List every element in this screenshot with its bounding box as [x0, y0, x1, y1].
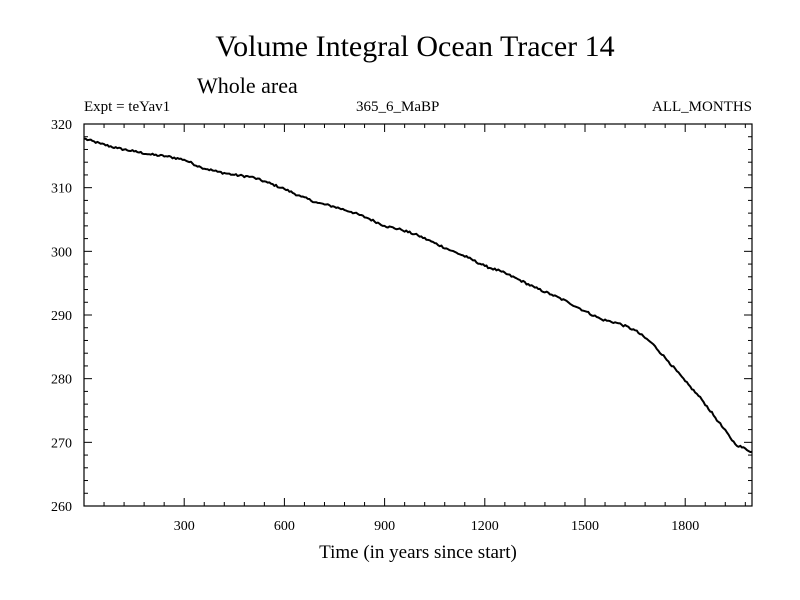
y-tick-label: 300	[51, 245, 72, 260]
experiment-label: Expt = teYav1	[84, 99, 170, 115]
y-tick-label: 270	[51, 436, 72, 451]
y-tick-label: 260	[51, 500, 72, 515]
chart-title: Volume Integral Ocean Tracer 14	[215, 30, 614, 63]
x-tick-label: 600	[274, 519, 295, 534]
chart-subtitle: Whole area	[197, 73, 298, 98]
x-tick-label: 300	[174, 519, 195, 534]
y-tick-label: 320	[51, 118, 72, 133]
x-axis-ticks: 300 600 900 1200 1500 1800	[103, 124, 746, 534]
y-tick-label: 310	[51, 182, 72, 197]
plot-frame	[83, 123, 753, 507]
series-line	[83, 137, 753, 453]
y-axis-ticks: 260 270 280 290 300 310 320	[51, 118, 752, 515]
x-tick-label: 1200	[471, 519, 499, 534]
x-axis-label: Time (in years since start)	[319, 542, 517, 563]
x-tick-label: 1800	[671, 519, 699, 534]
run-label: 365_6_MaBP	[356, 99, 439, 115]
y-tick-label: 290	[51, 309, 72, 324]
x-tick-label: 900	[374, 519, 395, 534]
period-label: ALL_MONTHS	[652, 99, 752, 115]
y-tick-label: 280	[51, 373, 72, 388]
x-tick-label: 1500	[571, 519, 599, 534]
